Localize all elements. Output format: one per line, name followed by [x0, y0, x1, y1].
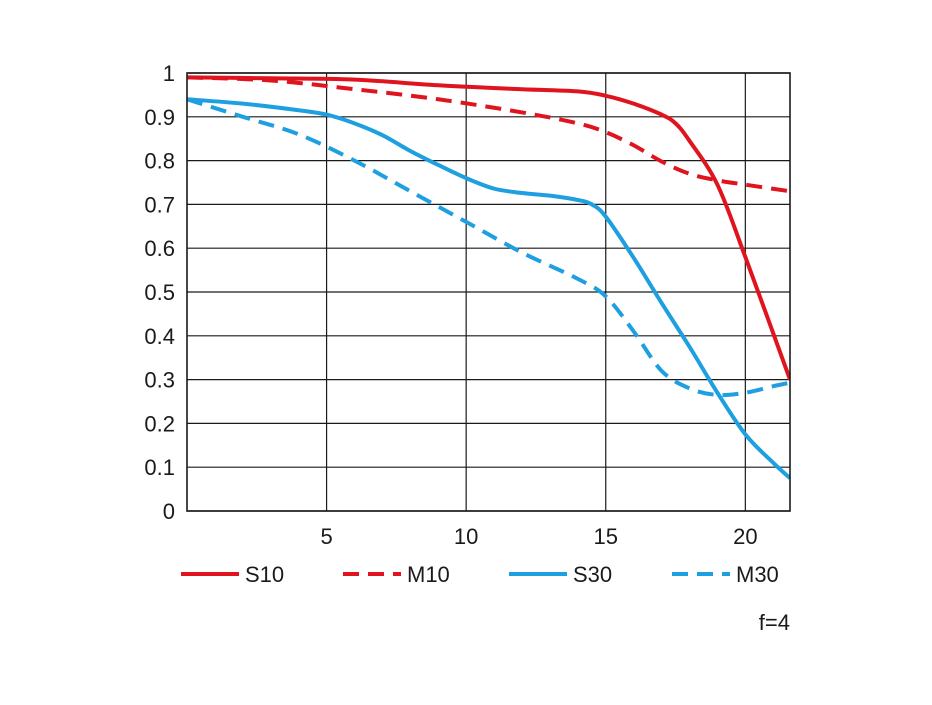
y-tick-label: 0.5: [144, 280, 175, 305]
y-tick-label: 0.4: [144, 324, 175, 349]
y-tick-label: 0.7: [144, 192, 175, 217]
grid-layer: [187, 72, 790, 512]
x-tick-labels: 5 10 15 20: [320, 524, 757, 549]
aperture-note: f=4: [759, 610, 790, 635]
legend-label-s10: S10: [245, 562, 284, 587]
y-tick-label: 0.8: [144, 149, 175, 174]
x-tick-label: 20: [733, 524, 757, 549]
x-tick-label: 10: [454, 524, 478, 549]
y-tick-labels: 0 0.1 0.2 0.3 0.4 0.5 0.6 0.7 0.8 0.9 1: [144, 61, 175, 524]
series-line-m10: [187, 75, 790, 194]
y-tick-label: 0: [163, 499, 175, 524]
series-layer: [187, 75, 790, 480]
legend-label-s30: S30: [573, 562, 612, 587]
legend-label-m10: M10: [407, 562, 450, 587]
y-tick-label: 0.6: [144, 236, 175, 261]
plot-frame-layer: [186, 72, 791, 512]
y-tick-label: 0.2: [144, 411, 175, 436]
legend: S10 M10 S30 M30: [181, 562, 779, 587]
y-tick-label: 0.9: [144, 105, 175, 130]
y-tick-label: 0.1: [144, 455, 175, 480]
series-line-s10: [187, 75, 790, 381]
x-tick-label: 5: [320, 524, 332, 549]
x-tick-label: 15: [594, 524, 618, 549]
series-line-m30: [187, 97, 790, 398]
y-tick-label: 0.3: [144, 368, 175, 393]
legend-label-m30: M30: [736, 562, 779, 587]
plot-frame: [186, 72, 791, 512]
y-tick-label: 1: [163, 61, 175, 86]
series-line-s30: [187, 97, 790, 480]
